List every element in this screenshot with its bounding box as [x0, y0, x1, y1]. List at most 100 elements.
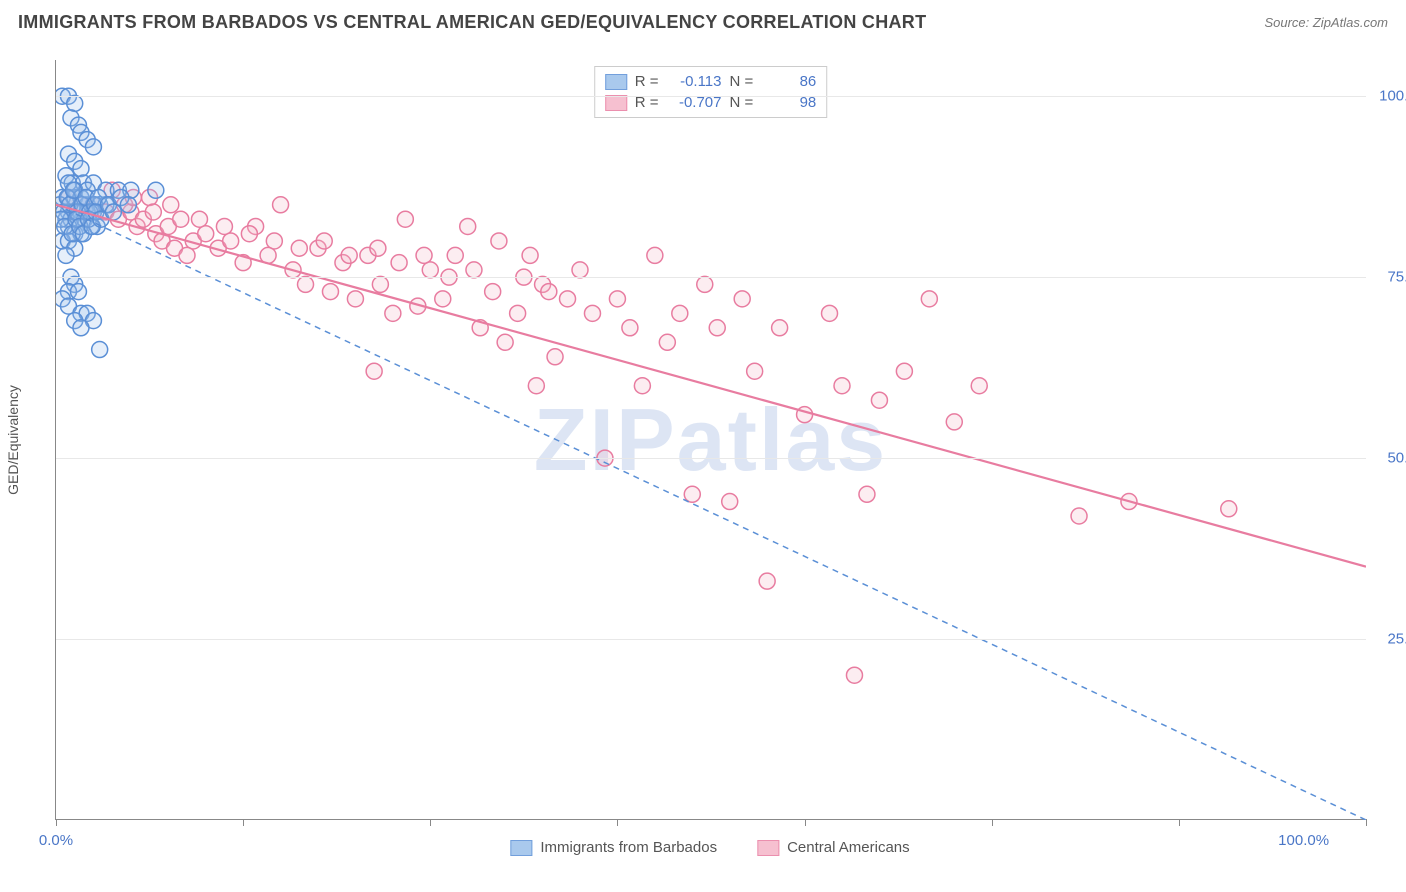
data-point	[846, 667, 862, 683]
data-point	[266, 233, 282, 249]
data-point	[447, 247, 463, 263]
data-point	[822, 305, 838, 321]
x-tick	[243, 819, 244, 826]
data-point	[747, 363, 763, 379]
data-point	[1071, 508, 1087, 524]
data-point	[560, 291, 576, 307]
data-point	[173, 211, 189, 227]
data-point	[734, 291, 750, 307]
data-point	[871, 392, 887, 408]
swatch-central-icon	[757, 840, 779, 856]
data-point	[497, 334, 513, 350]
trendline	[56, 205, 1366, 567]
legend-item-barbados: Immigrants from Barbados	[510, 839, 717, 856]
data-point	[397, 211, 413, 227]
x-tick	[992, 819, 993, 826]
data-point	[634, 378, 650, 394]
chart-header: IMMIGRANTS FROM BARBADOS VS CENTRAL AMER…	[0, 0, 1406, 43]
data-point	[622, 320, 638, 336]
gridline	[56, 277, 1366, 278]
data-point	[216, 218, 232, 234]
data-point	[347, 291, 363, 307]
data-point	[547, 349, 563, 365]
y-tick-label: 100.0%	[1370, 88, 1406, 105]
legend-row-central: R = -0.707 N = 98	[605, 92, 817, 113]
data-point	[528, 378, 544, 394]
data-point	[522, 247, 538, 263]
plot-area: ZIPatlas R = -0.113 N = 86 R = -0.707 N …	[55, 60, 1365, 820]
data-point	[759, 573, 775, 589]
data-point	[391, 255, 407, 271]
data-point	[859, 486, 875, 502]
data-point	[291, 240, 307, 256]
data-point	[491, 233, 507, 249]
data-point	[541, 284, 557, 300]
data-point	[435, 291, 451, 307]
chart-title: IMMIGRANTS FROM BARBADOS VS CENTRAL AMER…	[18, 12, 926, 33]
data-point	[609, 291, 625, 307]
data-point	[584, 305, 600, 321]
data-point	[971, 378, 987, 394]
data-point	[684, 486, 700, 502]
data-point	[148, 182, 164, 198]
data-point	[316, 233, 332, 249]
data-point	[163, 197, 179, 213]
x-tick	[56, 819, 57, 826]
data-point	[946, 414, 962, 430]
data-point	[466, 262, 482, 278]
data-point	[92, 342, 108, 358]
x-tick-label: 100.0%	[1278, 832, 1329, 849]
data-point	[179, 247, 195, 263]
data-point	[896, 363, 912, 379]
legend-label-central: Central Americans	[787, 839, 910, 856]
gridline	[56, 96, 1366, 97]
y-tick-label: 25.0%	[1370, 631, 1406, 648]
data-point	[241, 226, 257, 242]
chart-container: GED/Equivalency ZIPatlas R = -0.113 N = …	[55, 60, 1365, 820]
data-point	[322, 284, 338, 300]
scatter-plot-svg	[56, 60, 1366, 820]
data-point	[366, 363, 382, 379]
data-point	[697, 276, 713, 292]
data-point	[572, 262, 588, 278]
legend-r-label: R =	[635, 73, 659, 90]
data-point	[198, 226, 214, 242]
x-tick	[1179, 819, 1180, 826]
data-point	[772, 320, 788, 336]
legend-label-barbados: Immigrants from Barbados	[540, 839, 717, 856]
source-attribution: Source: ZipAtlas.com	[1264, 15, 1388, 30]
gridline	[56, 639, 1366, 640]
y-tick-label: 50.0%	[1370, 450, 1406, 467]
data-point	[67, 95, 83, 111]
data-point	[659, 334, 675, 350]
data-point	[485, 284, 501, 300]
data-point	[834, 378, 850, 394]
data-point	[672, 305, 688, 321]
legend-row-barbados: R = -0.113 N = 86	[605, 71, 817, 92]
x-tick	[805, 819, 806, 826]
data-point	[510, 305, 526, 321]
data-point	[145, 204, 161, 220]
data-point	[385, 305, 401, 321]
data-point	[85, 139, 101, 155]
data-point	[73, 320, 89, 336]
data-point	[921, 291, 937, 307]
data-point	[341, 247, 357, 263]
gridline	[56, 458, 1366, 459]
data-point	[191, 211, 207, 227]
y-tick-label: 75.0%	[1370, 269, 1406, 286]
data-point	[223, 233, 239, 249]
legend-r-value-barbados: -0.113	[667, 73, 722, 90]
legend-n-value-barbados: 86	[761, 73, 816, 90]
y-axis-title: GED/Equivalency	[5, 385, 21, 495]
data-point	[709, 320, 725, 336]
legend-correlation-box: R = -0.113 N = 86 R = -0.707 N = 98	[594, 66, 828, 118]
data-point	[422, 262, 438, 278]
data-point	[370, 240, 386, 256]
data-point	[416, 247, 432, 263]
data-point	[372, 276, 388, 292]
data-point	[70, 284, 86, 300]
x-tick-label: 0.0%	[39, 832, 73, 849]
data-point	[460, 218, 476, 234]
data-point	[58, 247, 74, 263]
